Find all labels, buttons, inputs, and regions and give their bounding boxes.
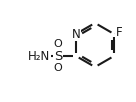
Text: O: O: [54, 39, 62, 49]
Text: S: S: [54, 49, 62, 63]
Text: H₂N: H₂N: [28, 49, 50, 63]
Text: O: O: [54, 63, 62, 73]
Text: N: N: [72, 28, 80, 40]
Text: F: F: [116, 27, 122, 39]
